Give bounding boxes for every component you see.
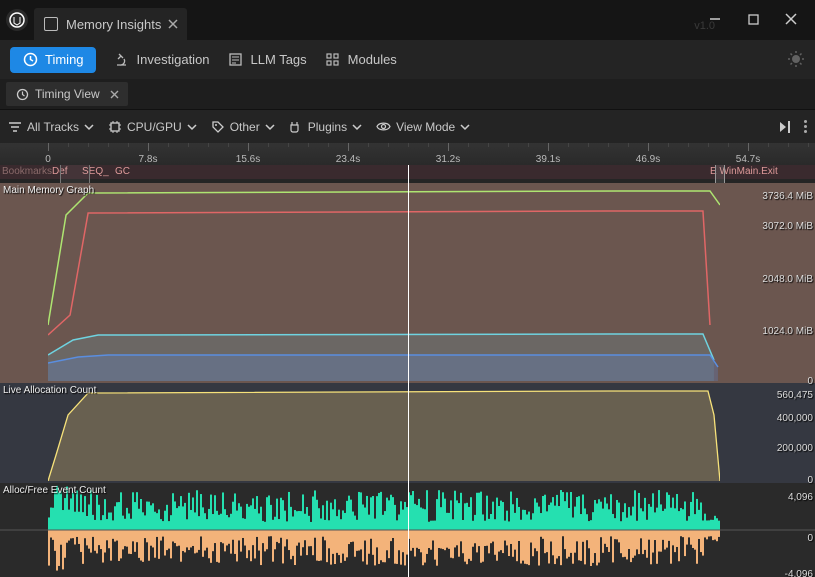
plugin-icon [289,120,303,134]
time-ruler[interactable]: 0 7.8s 15.6s 23.4s 31.2s 39.1s 46.9s 54.7s [0,143,815,165]
subtab-label: Timing View [35,87,100,101]
ruler-label: 23.4s [336,154,360,165]
app-logo-icon [6,9,28,31]
subtab-close-button[interactable] [108,87,122,101]
y-axis-label: 3072.0 MiB [762,221,813,232]
modules-icon [325,52,341,68]
ruler-label: 31.2s [436,154,460,165]
tracks-icon [8,120,22,134]
ruler-label: 15.6s [236,154,260,165]
chevron-down-icon [460,122,470,132]
clock-icon [22,52,38,68]
investigation-tab[interactable]: Investigation [114,52,210,68]
ruler-label: 46.9s [636,154,660,165]
main-toolbar: Timing Investigation LLM Tags Modules [0,40,815,79]
cpu-icon [108,120,122,134]
plugins-label: Plugins [308,120,347,134]
chevron-down-icon [265,122,275,132]
y-axis-label: 1024.0 MiB [762,326,813,337]
ruler-label: 39.1s [536,154,560,165]
window-controls [697,4,809,34]
chevron-down-icon [352,122,362,132]
all-tracks-label: All Tracks [27,120,79,134]
events-track-label: Alloc/Free Event Count [3,485,106,496]
title-bar: Memory Insights v1.0 [0,0,815,40]
subtab-row: Timing View [0,79,815,109]
y-axis-label: 0 [807,533,813,544]
chevron-down-icon [84,122,94,132]
y-axis-label: 4,096 [788,492,813,503]
ruler-label: 7.8s [139,154,158,165]
investigation-label: Investigation [137,52,210,67]
other-label: Other [230,120,260,134]
timing-tab[interactable]: Timing [10,47,96,73]
view-mode-dropdown[interactable]: View Mode [376,119,470,134]
llm-tags-label: LLM Tags [251,52,307,67]
y-axis-label: 0 [807,376,813,387]
ruler-label: 54.7s [736,154,760,165]
theme-toggle-icon[interactable] [787,50,805,68]
alloc-track-label: Live Allocation Count [3,385,96,396]
goto-end-button[interactable] [778,120,794,134]
memory-track-label: Main Memory Graph [3,185,94,196]
maximize-button[interactable] [735,4,771,34]
y-axis-label: 2048.0 MiB [762,274,813,285]
tag-icon [211,120,225,134]
timing-label: Timing [45,52,84,67]
bookmarks-row-label: Bookmarks [2,166,52,177]
llm-tags-tab[interactable]: LLM Tags [228,52,307,68]
vertical-dots-icon [804,120,807,133]
tab-close-button[interactable] [165,16,181,32]
timing-view-subtab[interactable]: Timing View [6,82,128,106]
note-icon [228,52,244,68]
plugins-dropdown[interactable]: Plugins [289,120,362,134]
memory-graph [48,185,720,381]
ruler-label: 0 [45,154,51,165]
timeline-panel[interactable]: 0 7.8s 15.6s 23.4s 31.2s 39.1s 46.9s 54.7s Book… [0,143,815,577]
y-axis-label: 0 [807,475,813,486]
cpu-gpu-dropdown[interactable]: CPU/GPU [108,120,197,134]
y-axis-label: -4,096 [785,569,813,577]
chevron-down-icon [187,122,197,132]
more-options-button[interactable] [804,120,807,134]
y-axis-label: 560,475 [777,390,813,401]
tab-app-icon [44,17,58,31]
modules-label: Modules [348,52,397,67]
y-axis-label: 400,000 [777,413,813,424]
bookmark-item[interactable]: GC [115,166,130,177]
y-axis-label: 200,000 [777,443,813,454]
cpu-gpu-label: CPU/GPU [127,120,182,134]
filter-row: All Tracks CPU/GPU Other Plugins View Mo… [0,109,815,143]
modules-tab[interactable]: Modules [325,52,397,68]
window-title: Memory Insights [66,17,161,32]
close-button[interactable] [773,4,809,34]
other-dropdown[interactable]: Other [211,120,275,134]
playhead-cursor[interactable] [408,165,409,577]
view-mode-label: View Mode [396,120,455,134]
clock-small-icon [16,88,29,101]
all-tracks-dropdown[interactable]: All Tracks [8,120,94,134]
eye-icon [376,119,391,134]
minimize-button[interactable] [697,4,733,34]
y-axis-label: 3736.4 MiB [762,191,813,202]
window-tab[interactable]: Memory Insights [34,8,187,40]
alloc-graph [48,385,720,481]
microscope-icon [114,52,130,68]
